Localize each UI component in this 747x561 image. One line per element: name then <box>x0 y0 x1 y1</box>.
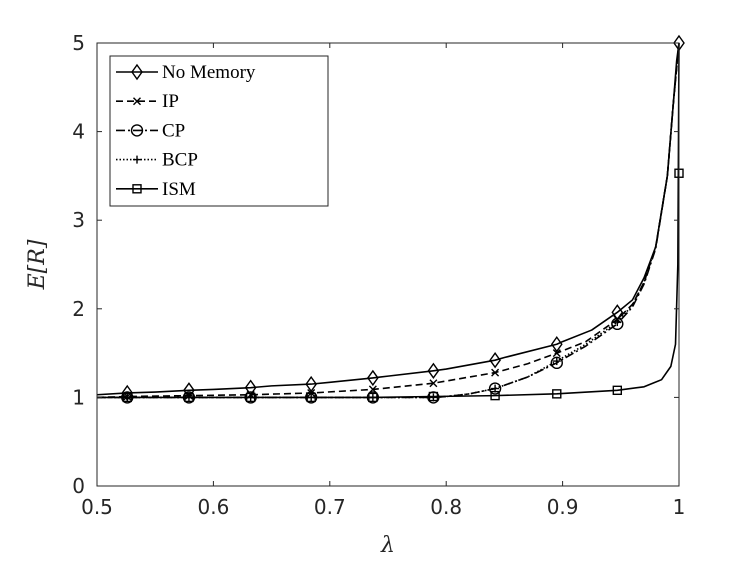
x-tick-label-1: 0.6 <box>197 495 229 519</box>
marker-ism-8 <box>612 385 623 396</box>
marker-ism-7 <box>552 389 562 399</box>
y-tick-label-4: 4 <box>72 120 85 144</box>
marker-ism-2 <box>245 392 256 403</box>
legend-label-no-memory: No Memory <box>162 62 256 83</box>
marker-cp-6 <box>488 382 502 395</box>
marker-bcp-4 <box>368 393 377 402</box>
legend-marker-bcp <box>133 155 141 164</box>
marker-cp-3 <box>304 391 318 404</box>
marker-ism-3 <box>306 392 316 403</box>
marker-bcp-1 <box>184 393 193 402</box>
marker-bcp-0 <box>123 393 132 402</box>
legend-marker-ism <box>132 184 142 194</box>
legend-entry-cp: CP <box>116 120 185 141</box>
legend-entry-bcp: BCP <box>116 150 198 171</box>
marker-ism-4 <box>368 392 378 403</box>
y-tick-label-3: 3 <box>72 208 85 232</box>
x-tick-label-2: 0.7 <box>314 495 346 519</box>
x-tick-label-3: 0.8 <box>430 495 462 519</box>
marker-cp-4 <box>366 391 380 404</box>
marker-no-memory-7 <box>550 336 563 353</box>
marker-cp-2 <box>244 391 257 404</box>
marker-cp-0 <box>121 391 134 404</box>
legend-label-ism: ISM <box>162 179 196 200</box>
y-axis-label: E[R] <box>25 239 50 290</box>
plot-area <box>97 34 685 404</box>
legend-marker-cp <box>130 124 144 137</box>
legend-marker-ip <box>133 97 141 106</box>
axes: 0.5 0.6 0.7 0.8 0.9 1 0 1 2 3 4 5 λ E[R] <box>25 31 685 558</box>
marker-ism-0 <box>122 392 132 403</box>
marker-bcp-2 <box>246 393 255 402</box>
legend-entry-no-memory: No Memory <box>116 62 256 83</box>
marker-no-memory-4 <box>367 369 379 387</box>
legend-marker-no-memory <box>131 63 143 81</box>
legend-label-cp: CP <box>162 120 185 141</box>
legend-label-ip: IP <box>162 91 179 112</box>
y-tick-label-1: 1 <box>72 385 85 409</box>
marker-ism-1 <box>184 392 194 403</box>
marker-ip-5 <box>429 379 438 388</box>
marker-bcp-3 <box>307 393 316 402</box>
marker-ism-5 <box>428 391 439 402</box>
x-tick-label-5: 1 <box>673 495 686 519</box>
legend-entry-ism: ISM <box>116 179 196 200</box>
marker-no-memory-6 <box>489 351 501 369</box>
y-tick-label-2: 2 <box>72 297 85 321</box>
marker-ip-7 <box>552 349 561 358</box>
x-tick-label-4: 0.9 <box>547 495 579 519</box>
series-line-ism <box>97 42 680 399</box>
marker-no-memory-5 <box>427 362 440 380</box>
marker-no-memory-3 <box>305 375 318 393</box>
legend: No Memory IP CP BCP ISM <box>109 55 329 207</box>
axes-box <box>96 42 680 487</box>
y-tick-label-5: 5 <box>72 31 85 55</box>
x-tick-label-0: 0.5 <box>81 495 113 519</box>
legend-entry-ip: IP <box>116 91 179 112</box>
x-axis-label: λ <box>380 533 395 558</box>
marker-ip-6 <box>491 368 500 377</box>
marker-cp-1 <box>182 391 196 404</box>
y-tick-label-0: 0 <box>72 474 85 498</box>
marker-ism-6 <box>490 390 500 401</box>
marker-bcp-7 <box>552 357 561 366</box>
legend-label-bcp: BCP <box>162 150 198 171</box>
series-group <box>97 42 680 399</box>
marker-bcp-8 <box>613 318 622 327</box>
